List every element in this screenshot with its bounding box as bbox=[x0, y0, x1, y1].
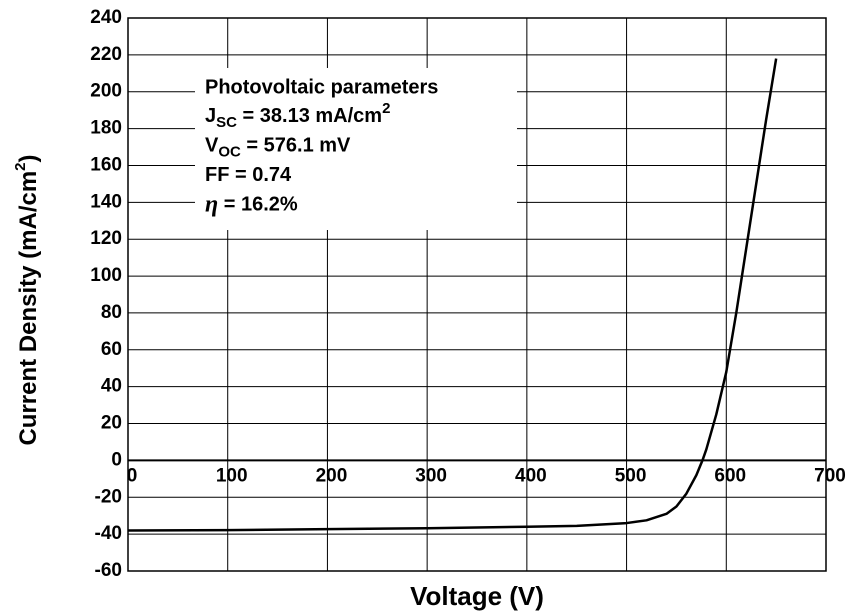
annotation-part: V bbox=[205, 135, 219, 157]
y-tick-label: 160 bbox=[90, 154, 122, 175]
annotation-part: 2 bbox=[382, 100, 390, 117]
annotation-line: VOC = 576.1 mV bbox=[205, 135, 351, 161]
annotation-box bbox=[195, 68, 517, 230]
annotation-part: OC bbox=[218, 143, 241, 160]
y-tick-label: 40 bbox=[101, 376, 122, 397]
annotation-line: JSC = 38.13 mA/cm2 bbox=[205, 100, 390, 131]
y-tick-label: 120 bbox=[90, 228, 122, 249]
y-label-main: Current Density (mA/cm bbox=[15, 171, 42, 446]
y-tick-label: 220 bbox=[90, 44, 122, 65]
y-tick-label: 240 bbox=[90, 7, 122, 28]
x-tick-label: 600 bbox=[714, 465, 746, 486]
annotation-part: J bbox=[205, 105, 216, 127]
annotation-part: SC bbox=[216, 114, 237, 131]
x-tick-label: 300 bbox=[415, 465, 447, 486]
annotation-part: η bbox=[205, 191, 218, 217]
y-label-sup: 2 bbox=[12, 162, 29, 170]
y-label-end: ) bbox=[15, 154, 42, 162]
x-axis-label: Voltage (V) bbox=[410, 581, 544, 611]
x-tick-label: 200 bbox=[316, 465, 348, 486]
y-tick-label: 200 bbox=[90, 81, 122, 102]
annotation-line: η = 16.2% bbox=[205, 191, 298, 217]
y-tick-label: -40 bbox=[95, 523, 122, 544]
x-tick-label: 400 bbox=[515, 465, 547, 486]
data-line bbox=[127, 58, 778, 532]
annotation-part: = 576.1 mV bbox=[241, 135, 351, 157]
x-tick-label: 100 bbox=[216, 465, 248, 486]
y-tick-label: 100 bbox=[90, 265, 122, 286]
y-tick-label: 60 bbox=[101, 339, 122, 360]
x-tick-label: 0 bbox=[127, 465, 138, 486]
y-tick-label: -60 bbox=[95, 560, 122, 581]
y-tick-label: 180 bbox=[90, 118, 122, 139]
y-tick-label: 0 bbox=[111, 449, 122, 470]
x-tick-label: 500 bbox=[615, 465, 647, 486]
y-tick-label: 140 bbox=[90, 191, 122, 212]
annotation-line: FF = 0.74 bbox=[205, 164, 292, 186]
annotation-part: FF = 0.74 bbox=[205, 164, 292, 186]
y-tick-label: 80 bbox=[101, 302, 122, 323]
y-tick-label: -20 bbox=[95, 486, 122, 507]
annotation-title: Photovoltaic parameters bbox=[205, 76, 438, 98]
x-tick-label: 700 bbox=[814, 465, 846, 486]
y-tick-label: 20 bbox=[101, 413, 122, 434]
annotation-part: = 38.13 mA/cm bbox=[237, 105, 382, 127]
y-axis-label: Current Density (mA/cm2) bbox=[12, 154, 42, 445]
plot-frame bbox=[127, 17, 827, 572]
annotation-part: = 16.2% bbox=[218, 194, 298, 216]
